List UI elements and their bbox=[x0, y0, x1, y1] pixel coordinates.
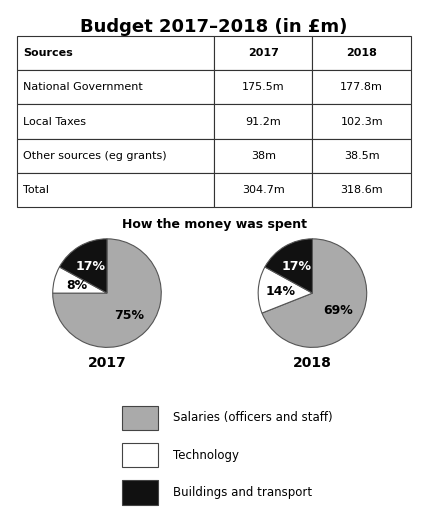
Text: 318.6m: 318.6m bbox=[340, 185, 383, 195]
Text: Buildings and transport: Buildings and transport bbox=[173, 486, 312, 499]
Text: 304.7m: 304.7m bbox=[242, 185, 285, 195]
Text: Local Taxes: Local Taxes bbox=[23, 117, 86, 126]
Wedge shape bbox=[59, 239, 107, 293]
Text: National Government: National Government bbox=[23, 82, 143, 92]
Bar bbox=[122, 480, 158, 505]
Bar bbox=[312, 70, 411, 104]
Text: Salaries (officers and staff): Salaries (officers and staff) bbox=[173, 412, 333, 424]
Bar bbox=[122, 443, 158, 467]
Text: Technology: Technology bbox=[173, 449, 239, 461]
Text: 175.5m: 175.5m bbox=[242, 82, 285, 92]
Text: Other sources (eg grants): Other sources (eg grants) bbox=[23, 151, 166, 161]
Text: 75%: 75% bbox=[114, 309, 144, 322]
Bar bbox=[312, 104, 411, 139]
Bar bbox=[214, 36, 312, 70]
Text: 17%: 17% bbox=[282, 260, 312, 272]
Bar bbox=[17, 36, 214, 70]
Bar bbox=[17, 139, 214, 173]
Bar bbox=[17, 70, 214, 104]
Text: 2017: 2017 bbox=[88, 356, 126, 370]
Bar bbox=[17, 173, 214, 207]
Bar bbox=[122, 406, 158, 430]
Bar bbox=[214, 70, 312, 104]
Text: 2017: 2017 bbox=[248, 48, 279, 58]
Text: 177.8m: 177.8m bbox=[340, 82, 383, 92]
Text: 17%: 17% bbox=[76, 260, 106, 272]
Text: Sources: Sources bbox=[23, 48, 73, 58]
Wedge shape bbox=[262, 239, 367, 347]
Bar bbox=[214, 139, 312, 173]
Text: 102.3m: 102.3m bbox=[340, 117, 383, 126]
Bar bbox=[312, 173, 411, 207]
Bar bbox=[312, 36, 411, 70]
Bar bbox=[312, 139, 411, 173]
Text: Total: Total bbox=[23, 185, 49, 195]
Text: 91.2m: 91.2m bbox=[245, 117, 281, 126]
Wedge shape bbox=[265, 239, 312, 293]
Bar bbox=[17, 104, 214, 139]
Text: 2018: 2018 bbox=[293, 356, 332, 370]
Text: Budget 2017–2018 (in £m): Budget 2017–2018 (in £m) bbox=[80, 18, 348, 36]
Text: 14%: 14% bbox=[266, 285, 296, 297]
Wedge shape bbox=[53, 267, 107, 293]
Text: 69%: 69% bbox=[324, 304, 354, 317]
Bar bbox=[214, 173, 312, 207]
Text: How the money was spent: How the money was spent bbox=[122, 218, 306, 230]
Text: 8%: 8% bbox=[66, 279, 87, 292]
Text: 38.5m: 38.5m bbox=[344, 151, 380, 161]
Wedge shape bbox=[258, 267, 312, 313]
Text: 2018: 2018 bbox=[346, 48, 377, 58]
Wedge shape bbox=[53, 239, 161, 347]
Bar bbox=[214, 104, 312, 139]
Text: 38m: 38m bbox=[251, 151, 276, 161]
